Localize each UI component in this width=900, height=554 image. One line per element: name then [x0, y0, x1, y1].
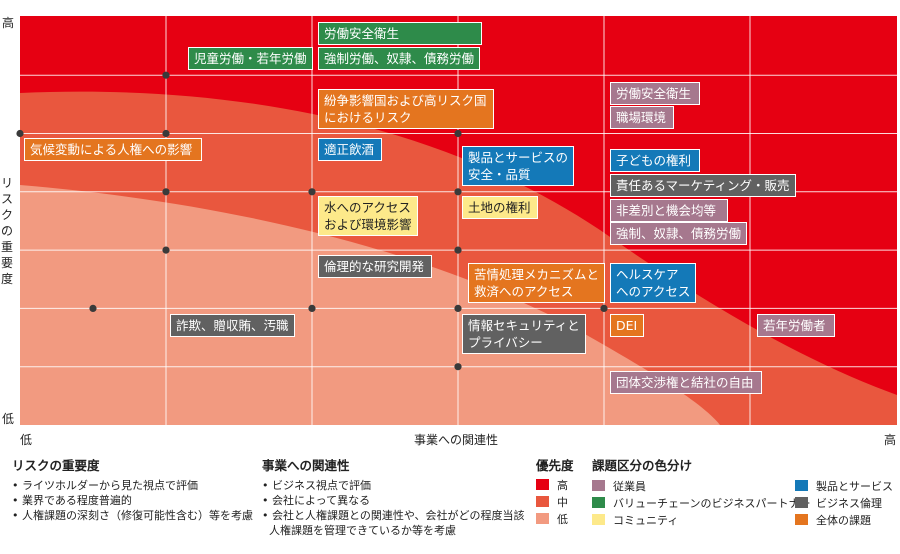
y-axis-low-label: 低: [2, 412, 15, 426]
issue-label-product: ヘルスケア へのアクセス: [610, 263, 697, 303]
legend-priority-title: 優先度: [536, 458, 574, 473]
issue-label-employee: 強制、奴隷、債務労働: [610, 222, 748, 245]
issue-label-product: 製品とサービスの 安全・品質: [462, 146, 575, 186]
data-point-marker: [454, 363, 462, 371]
data-point-marker: [454, 246, 462, 254]
issue-label-community: 土地の権利: [462, 196, 538, 219]
issue-label-employee: 団体交渉権と結社の自由: [610, 371, 762, 394]
issue-label-ethics: 倫理的な研究開発: [318, 255, 432, 278]
legend-priority-label: 高: [557, 479, 568, 492]
data-point-marker: [308, 304, 316, 312]
data-point-marker: [600, 304, 608, 312]
legend-priority-mid: 中: [536, 495, 586, 512]
swatch: [592, 480, 605, 491]
issue-label-value_chain: 児童労働・若年労働: [188, 47, 313, 70]
issue-label-employee: 若年労働者: [757, 314, 835, 337]
legend-category-ethics: ビジネス倫理: [795, 496, 895, 513]
legend-category-label: 従業員: [613, 480, 646, 493]
x-axis-title: 事業への関連性: [414, 433, 499, 447]
legend-category-community: コミュニティ: [592, 513, 802, 530]
legend-priority-label: 低: [557, 513, 568, 526]
legend-category-col1: 従業員 バリューチェーンのビジネスパートナー コミュニティ: [592, 479, 810, 530]
priority-matrix-chart: [16, 16, 897, 426]
data-point-marker: [454, 188, 462, 196]
swatch: [536, 479, 549, 490]
legend-category-product: 製品とサービス: [795, 479, 895, 496]
legend-business: 事業への関連性 • ビジネス視点で評価 • 会社によって異なる • 会社と人権課…: [262, 458, 527, 538]
legend-category-value-chain: バリューチェーンのビジネスパートナー: [592, 496, 810, 513]
legend-priority: 優先度 高 中 低: [536, 458, 586, 529]
legend-category-label: バリューチェーンのビジネスパートナー: [613, 497, 811, 510]
legend-risk-item: • ライツホルダーから見た視点で評価: [12, 479, 198, 492]
swatch: [795, 514, 808, 525]
data-point-marker: [162, 188, 170, 196]
data-point-marker: [89, 304, 97, 312]
y-axis-high-label: 高: [2, 16, 15, 30]
swatch: [536, 513, 549, 524]
swatch: [795, 497, 808, 508]
legend-category-employee: 従業員: [592, 479, 802, 496]
swatch: [795, 480, 808, 491]
issue-label-ethics: 情報セキュリティと プライバシー: [462, 314, 586, 354]
x-axis-low-label: 低: [20, 433, 33, 447]
data-point-marker: [454, 129, 462, 138]
legend-category-label: 製品とサービス: [816, 480, 893, 493]
legend-risk-item: • 人権課題の深刻さ（修復可能性含む）等を考慮: [12, 509, 253, 522]
legend-priority-high: 高: [536, 478, 586, 495]
issue-label-community: 水へのアクセス および環境影響: [318, 196, 418, 236]
data-point-marker: [16, 129, 24, 138]
swatch: [592, 514, 605, 525]
legend-priority-low: 低: [536, 512, 586, 529]
issue-label-employee: 労働安全衛生: [610, 82, 700, 105]
issue-label-employee: 職場環境: [610, 106, 674, 129]
legend-risk-item: • 業界である程度普遍的: [12, 494, 132, 507]
legend-business-item: • ビジネス視点で評価: [262, 479, 371, 492]
data-point-marker: [308, 188, 316, 196]
legend-business-item: • 会社によって異なる: [262, 494, 371, 507]
legend-category-label: 全体の課題: [816, 514, 871, 527]
data-point-marker: [454, 304, 462, 312]
legend-category: 課題区分の色分け 従業員 バリューチェーンのビジネスパートナー コミュニティ 製…: [592, 458, 893, 527]
issue-label-value_chain: 強制労働、奴隷、債務労働: [318, 47, 481, 70]
legend-category-col2: 製品とサービス ビジネス倫理 全体の課題: [795, 479, 895, 530]
issue-label-all: 気候変動による人権への影響: [24, 138, 202, 161]
data-point-marker: [162, 246, 170, 254]
data-point-marker: [162, 129, 170, 138]
issue-label-product: 適正飲酒: [318, 138, 382, 161]
issue-label-ethics: 責任あるマーケティング・販売: [610, 174, 796, 197]
swatch: [592, 497, 605, 508]
legend-business-item: 人権課題を管理できているか等を考慮: [262, 524, 456, 537]
legend-category-label: ビジネス倫理: [816, 497, 882, 510]
priority-band-low: [20, 185, 720, 425]
legend-risk: リスクの重要度 • ライツホルダーから見た視点で評価 • 業界である程度普遍的 …: [12, 458, 253, 523]
issue-label-value_chain: 労働安全衛生: [318, 22, 482, 45]
y-axis-title: リスクの重要度: [1, 176, 14, 286]
issue-label-all: 苦情処理メカニズムと 救済へのアクセス: [468, 263, 606, 303]
issue-label-all: DEI: [610, 314, 644, 337]
x-axis-high-label: 高: [884, 433, 897, 447]
legend-category-label: コミュニティ: [613, 514, 679, 527]
legend-business-item: • 会社と人権課題との関連性や、会社がどの程度当該: [262, 509, 525, 522]
legend-business-title: 事業への関連性: [262, 458, 350, 473]
issue-label-all: 紛争影響国および高リスク国 におけるリスク: [318, 89, 494, 129]
legend-risk-title: リスクの重要度: [12, 458, 100, 473]
issue-label-employee: 非差別と機会均等: [610, 199, 728, 222]
legend-category-title: 課題区分の色分け: [592, 458, 693, 473]
legend-priority-label: 中: [557, 496, 568, 509]
legend-category-all: 全体の課題: [795, 513, 895, 530]
data-point-marker: [162, 71, 170, 79]
swatch: [536, 496, 549, 507]
issue-label-product: 子どもの権利: [610, 149, 700, 172]
issue-label-ethics: 詐欺、贈収賄、汚職: [170, 314, 295, 337]
